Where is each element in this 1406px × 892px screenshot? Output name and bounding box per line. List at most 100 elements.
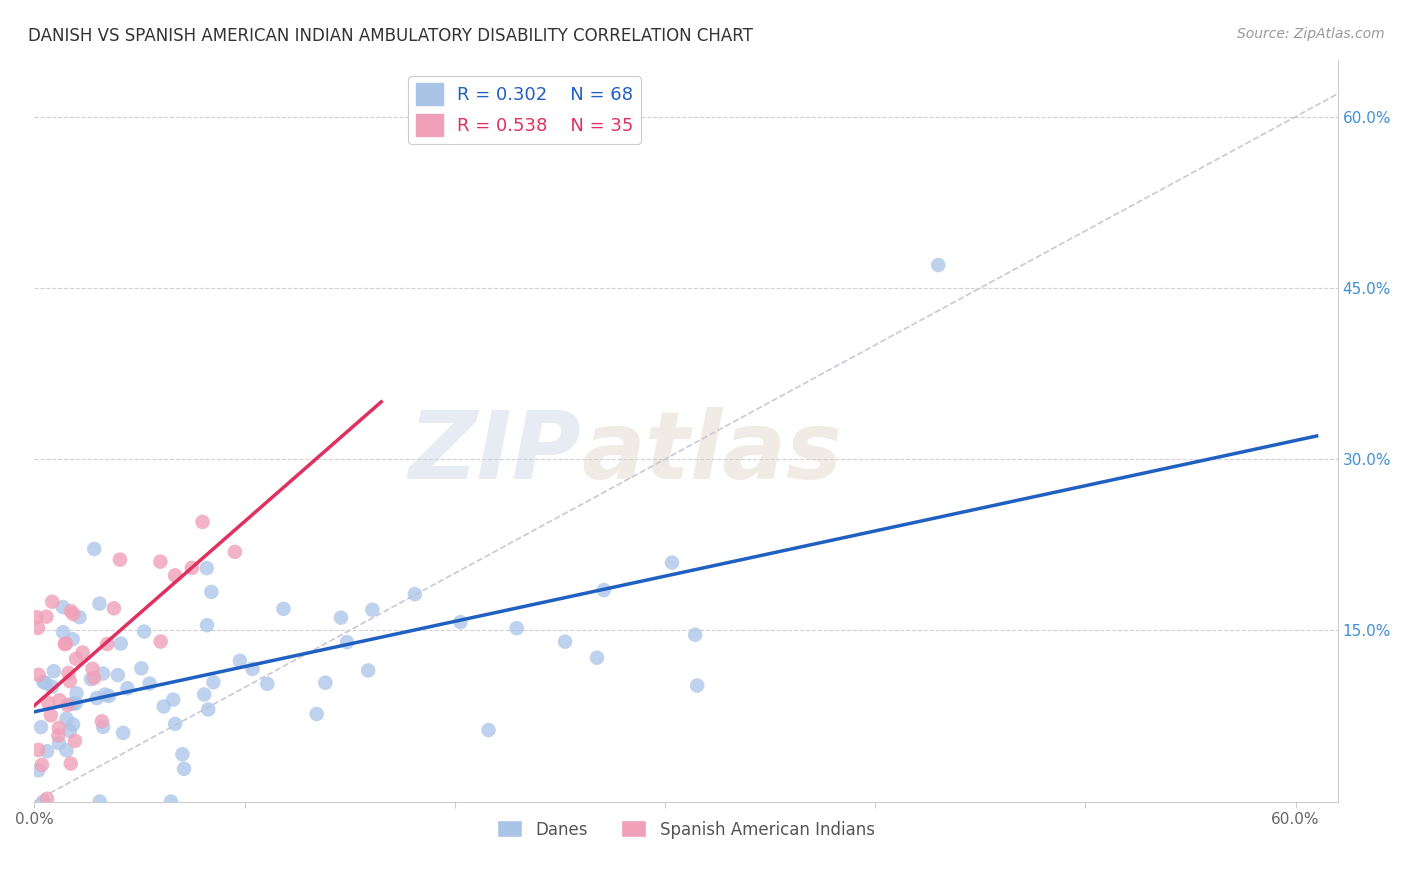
Point — [62, 717, 84, 731]
Point — [172, 747, 194, 762]
Point — [404, 587, 426, 601]
Point — [58, 666, 80, 681]
Point — [224, 545, 246, 559]
Point — [41, 680, 63, 694]
Point — [165, 717, 187, 731]
Point — [35, 791, 58, 805]
Point — [65, 652, 87, 666]
Point — [117, 681, 139, 696]
Point — [37, 696, 59, 710]
Point — [42, 664, 65, 678]
Point — [56, 698, 79, 712]
Point — [83, 541, 105, 556]
Point — [86, 691, 108, 706]
Point — [48, 736, 70, 750]
Point — [149, 555, 172, 569]
Point — [27, 763, 49, 777]
Point — [103, 601, 125, 615]
Point — [97, 689, 120, 703]
Point — [46, 729, 69, 743]
Point — [55, 636, 77, 650]
Point — [63, 733, 86, 747]
Point — [62, 607, 84, 622]
Point — [242, 662, 264, 676]
Point — [52, 625, 75, 640]
Point — [229, 654, 252, 668]
Point — [82, 662, 104, 676]
Point — [357, 664, 380, 678]
Point — [53, 637, 76, 651]
Point — [30, 720, 52, 734]
Point — [197, 702, 219, 716]
Point — [59, 723, 82, 738]
Point — [927, 258, 949, 272]
Point — [191, 515, 214, 529]
Point — [160, 795, 183, 809]
Point — [586, 650, 609, 665]
Point — [55, 743, 77, 757]
Point — [89, 795, 111, 809]
Point — [48, 721, 70, 735]
Point — [107, 668, 129, 682]
Point — [59, 674, 82, 689]
Point — [152, 699, 174, 714]
Point — [134, 624, 156, 639]
Point — [661, 556, 683, 570]
Point — [62, 632, 84, 647]
Point — [686, 679, 709, 693]
Point — [200, 585, 222, 599]
Point — [163, 568, 186, 582]
Point — [273, 602, 295, 616]
Point — [149, 634, 172, 648]
Point — [173, 762, 195, 776]
Point — [554, 634, 576, 648]
Point — [32, 675, 55, 690]
Point — [69, 610, 91, 624]
Text: DANISH VS SPANISH AMERICAN INDIAN AMBULATORY DISABILITY CORRELATION CHART: DANISH VS SPANISH AMERICAN INDIAN AMBULA… — [28, 27, 754, 45]
Point — [91, 720, 114, 734]
Point — [195, 561, 218, 575]
Point — [25, 610, 48, 624]
Text: Source: ZipAtlas.com: Source: ZipAtlas.com — [1237, 27, 1385, 41]
Point — [505, 621, 527, 635]
Point — [449, 615, 471, 629]
Point — [329, 610, 352, 624]
Point — [27, 668, 49, 682]
Point — [65, 697, 87, 711]
Point — [41, 595, 63, 609]
Point — [35, 609, 58, 624]
Point — [592, 583, 614, 598]
Point — [112, 726, 135, 740]
Point — [59, 604, 82, 618]
Text: atlas: atlas — [582, 407, 844, 499]
Point — [131, 661, 153, 675]
Point — [162, 692, 184, 706]
Point — [96, 637, 118, 651]
Point — [361, 603, 384, 617]
Point — [65, 686, 87, 700]
Point — [48, 693, 70, 707]
Point — [27, 621, 49, 635]
Point — [683, 628, 706, 642]
Point — [27, 743, 49, 757]
Point — [89, 597, 111, 611]
Point — [314, 675, 336, 690]
Point — [31, 757, 53, 772]
Point — [193, 688, 215, 702]
Point — [35, 676, 58, 690]
Point — [32, 795, 55, 809]
Point — [52, 600, 75, 615]
Point — [195, 618, 218, 632]
Point — [305, 706, 328, 721]
Point — [202, 675, 225, 690]
Text: ZIP: ZIP — [409, 407, 582, 499]
Point — [60, 697, 83, 711]
Point — [59, 756, 82, 771]
Point — [90, 714, 112, 729]
Point — [108, 552, 131, 566]
Point — [80, 672, 103, 686]
Point — [477, 723, 499, 737]
Point — [35, 744, 58, 758]
Point — [138, 676, 160, 690]
Point — [336, 635, 359, 649]
